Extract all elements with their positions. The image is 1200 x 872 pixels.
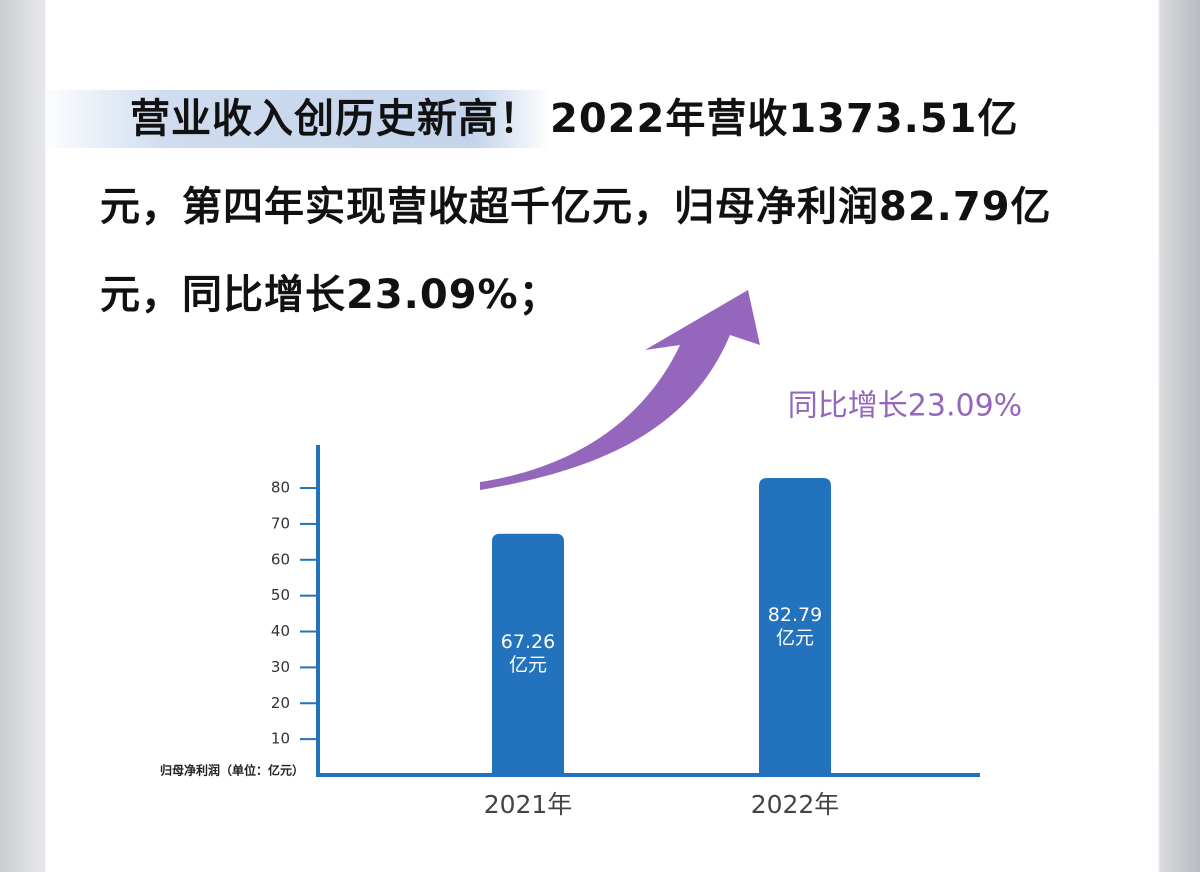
value-label: 67.26 亿元 bbox=[500, 631, 556, 677]
x-tick-label: 2022年 bbox=[751, 790, 840, 819]
y-tick-label: 40 bbox=[271, 622, 290, 640]
y-axis-label: 归母净利润（单位：亿元） bbox=[160, 763, 304, 778]
x-tick-label: 2021年 bbox=[484, 790, 573, 819]
value-label: 82.79 亿元 bbox=[767, 603, 823, 649]
y-tick-label: 50 bbox=[271, 586, 290, 604]
headline-text: 2022年营收1373.51亿元，第四年实现营收超千亿元，归母净利润82.79亿… bbox=[100, 96, 1052, 318]
bar bbox=[759, 478, 831, 775]
y-tick-label: 30 bbox=[271, 658, 290, 676]
headline: 营业收入创历史新高！ 2022年营收1373.51亿元，第四年实现营收超千亿元，归… bbox=[40, 75, 1100, 339]
bar bbox=[492, 533, 564, 775]
y-tick-label: 10 bbox=[271, 730, 290, 748]
annotation: 同比增长23.09% bbox=[788, 389, 1022, 424]
y-tick-label: 70 bbox=[271, 514, 290, 532]
headline-highlight: 营业收入创历史新高！ bbox=[40, 90, 550, 148]
y-tick-label: 80 bbox=[271, 479, 290, 497]
y-tick-label: 20 bbox=[271, 694, 290, 712]
y-tick-label: 60 bbox=[271, 550, 290, 568]
growth-arrow bbox=[480, 290, 760, 490]
